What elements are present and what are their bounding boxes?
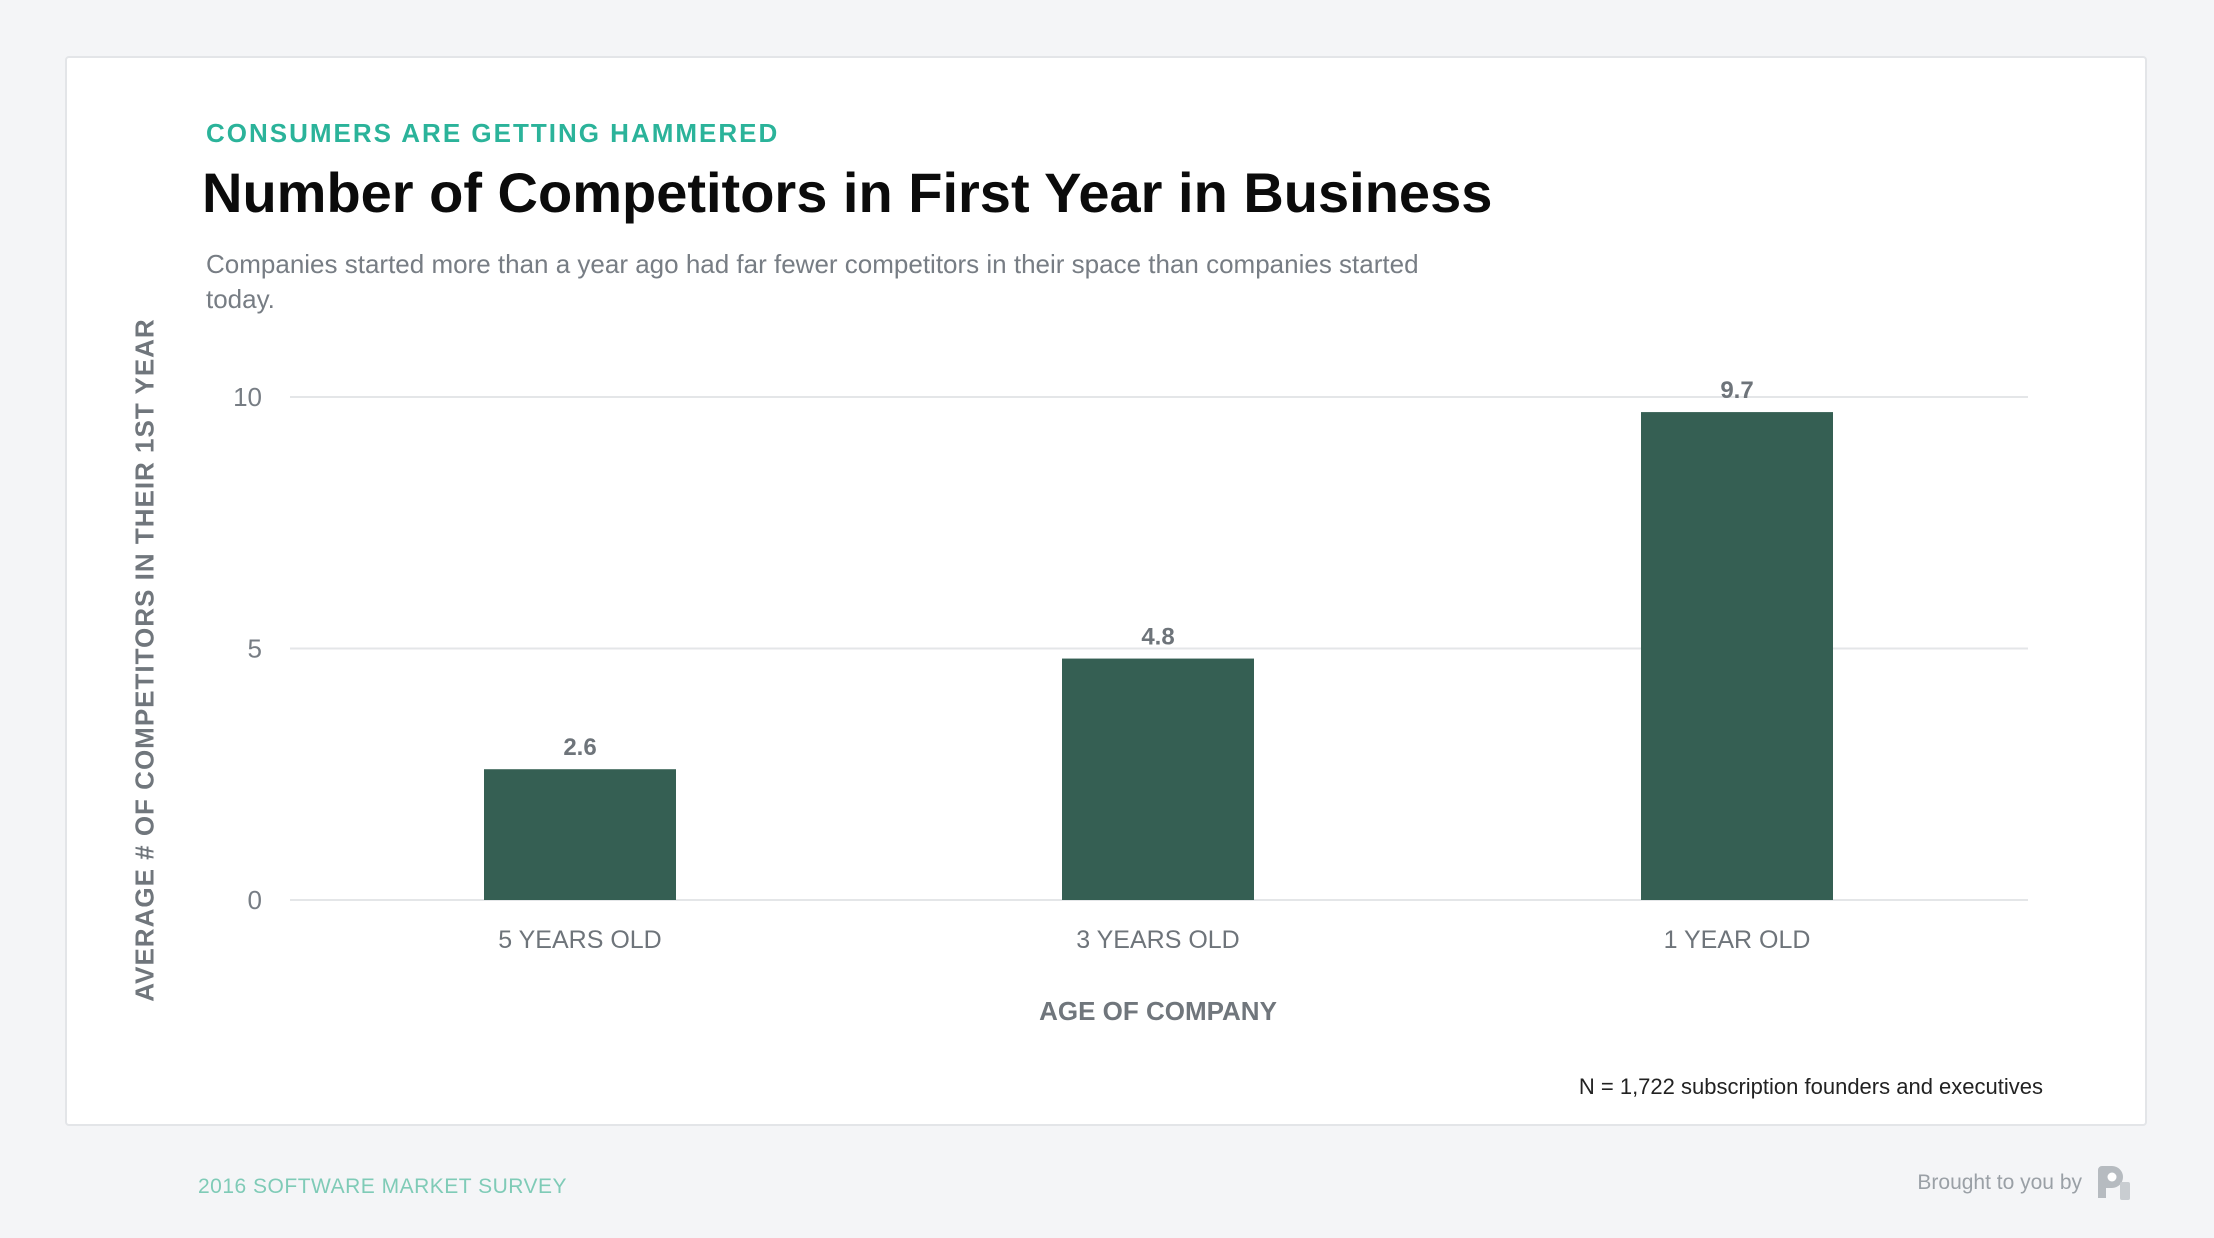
sponsor-label[interactable]: Brought to you by xyxy=(1917,1171,2082,1194)
brand-logo-icon[interactable] xyxy=(2094,1164,2134,1202)
y-tick-label: 10 xyxy=(233,382,262,412)
bar[interactable] xyxy=(484,769,676,900)
x-axis-label: AGE OF COMPANY xyxy=(1039,996,1277,1026)
x-tick-label: 3 YEARS OLD xyxy=(1076,926,1240,954)
chart-subtitle: Companies started more than a year ago h… xyxy=(206,249,1419,314)
bar-value-label: 2.6 xyxy=(563,734,596,761)
x-tick-label: 5 YEARS OLD xyxy=(498,926,662,954)
bar[interactable] xyxy=(1062,658,1254,900)
bar-value-label: 4.8 xyxy=(1141,624,1174,651)
bar-value-label: 9.7 xyxy=(1720,377,1753,404)
eyebrow-label: CONSUMERS ARE GETTING HAMMERED xyxy=(206,118,780,148)
survey-footer-label: 2016 SOFTWARE MARKET SURVEY xyxy=(198,1175,568,1198)
x-tick-label: 1 YEAR OLD xyxy=(1664,926,1811,954)
y-tick-label: 5 xyxy=(248,634,262,664)
y-axis-label: AVERAGE # OF COMPETITORS IN THEIR 1ST YE… xyxy=(129,318,160,1002)
sample-size-note: N = 1,722 subscription founders and exec… xyxy=(1578,1074,2043,1099)
y-tick-label: 0 xyxy=(248,885,262,915)
chart-title: Number of Competitors in First Year in B… xyxy=(202,161,1493,224)
bar[interactable] xyxy=(1641,412,1833,900)
